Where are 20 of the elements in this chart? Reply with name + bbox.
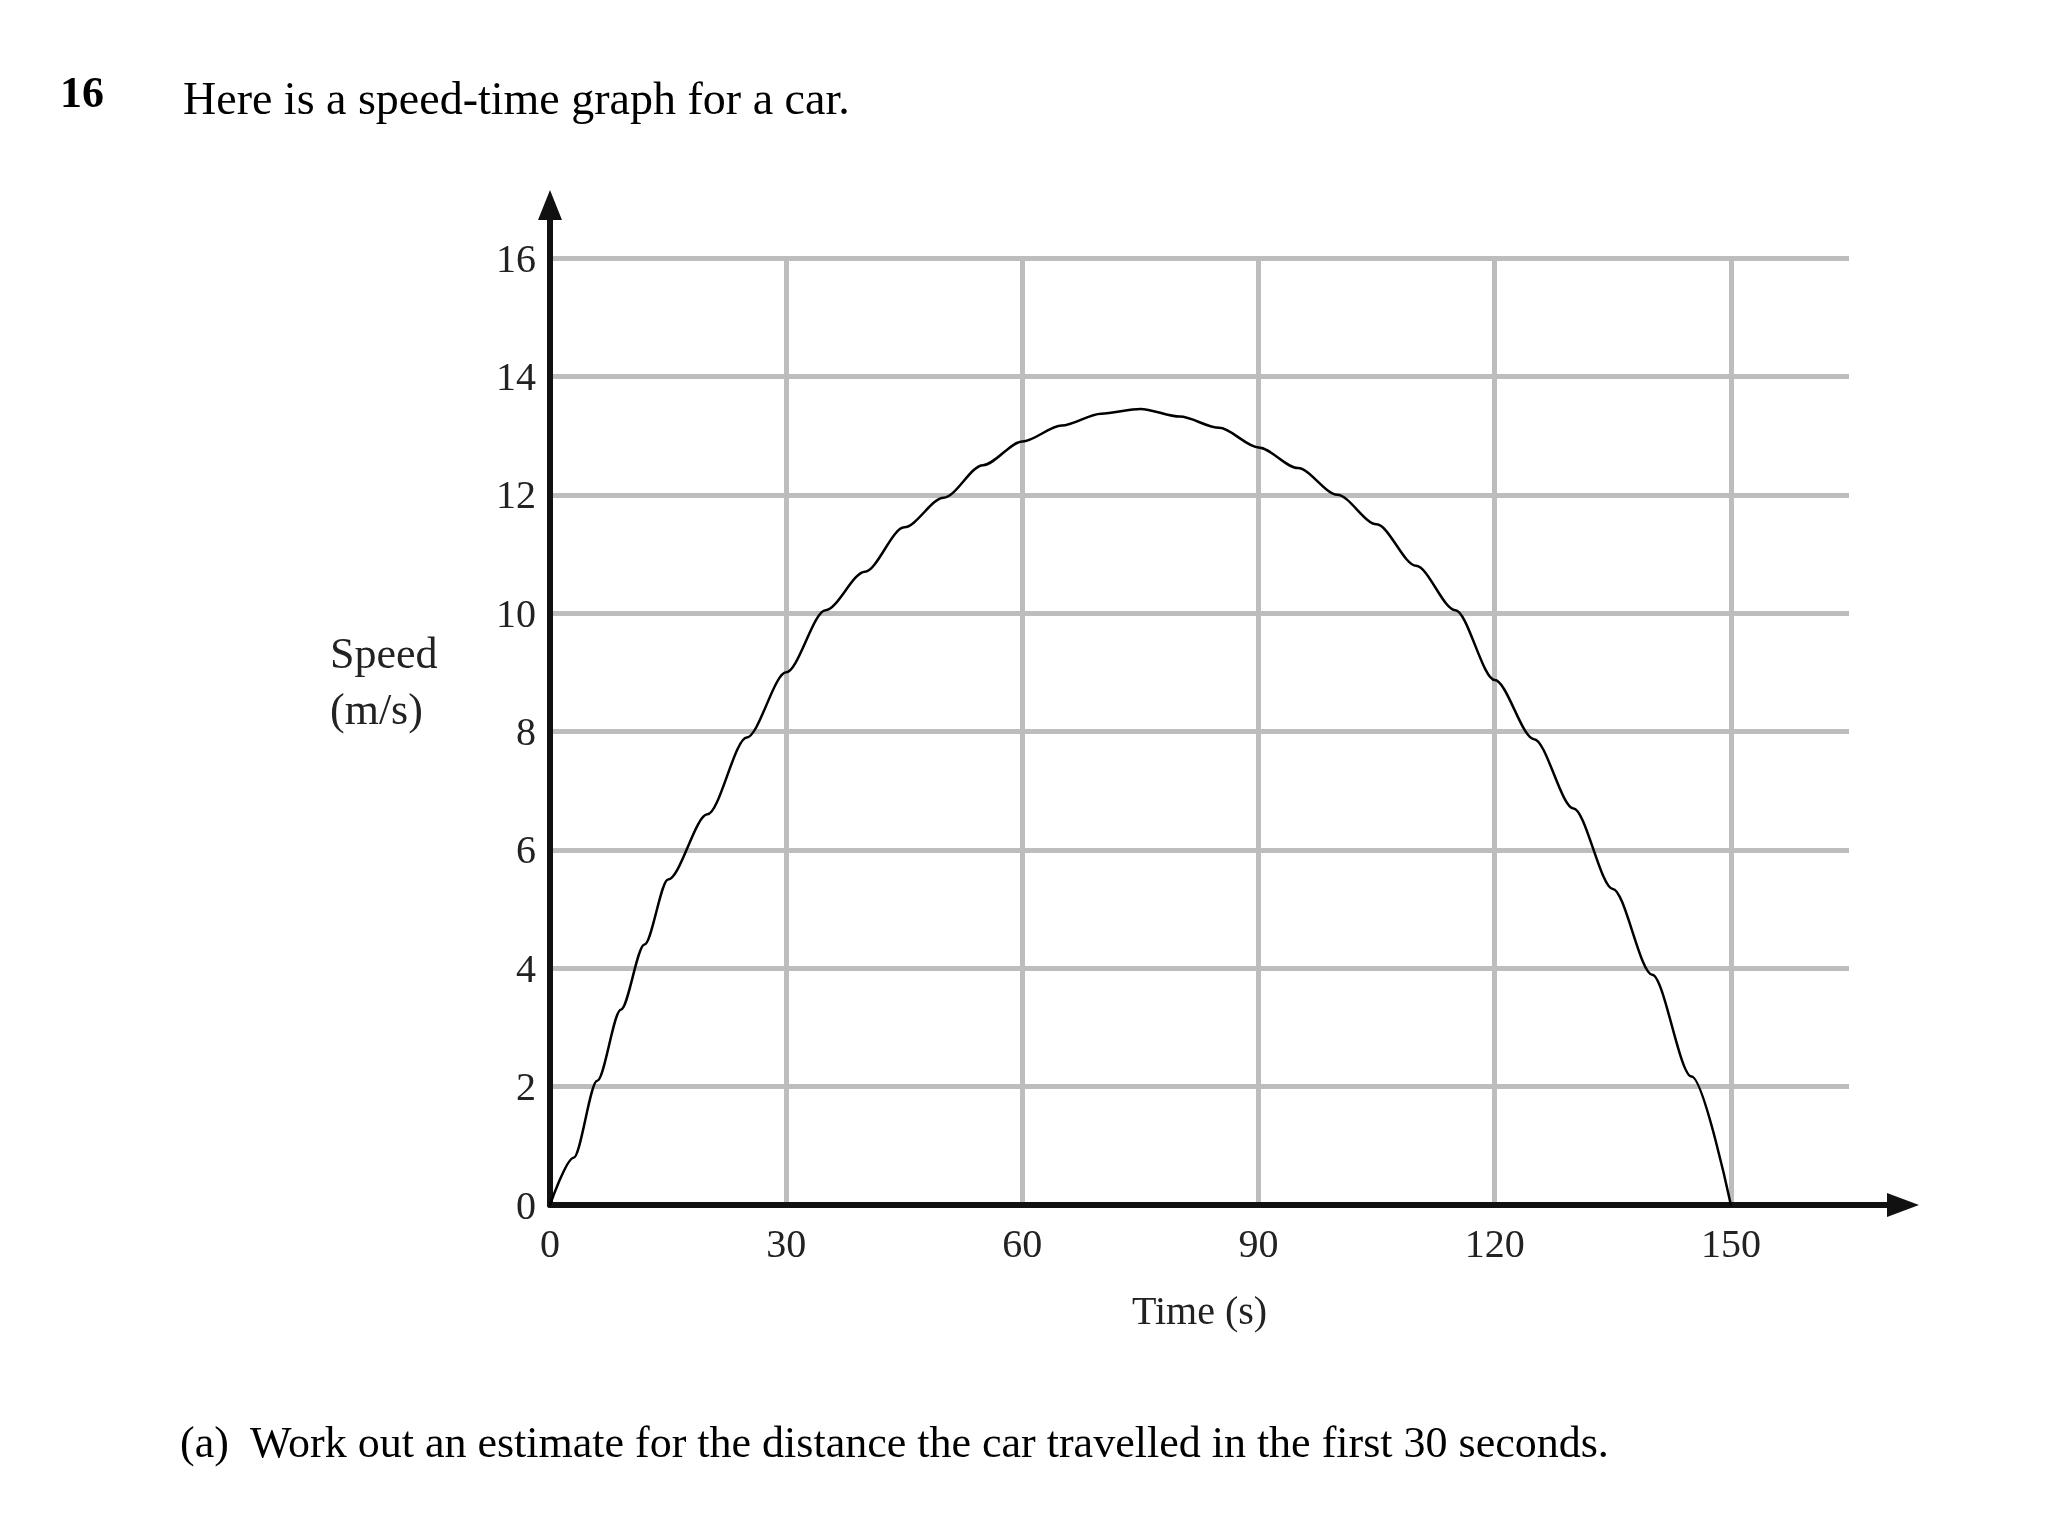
x-tick-label: 150 xyxy=(1700,1220,1761,1266)
text: (a) Work out an estimate for the distance the car travelled in the first 30 seconds. xyxy=(180,1417,1609,1467)
x-tick-label: 30 xyxy=(766,1220,807,1266)
y-tick-label: 8 xyxy=(516,709,536,754)
x-tick-label: 90 xyxy=(1238,1220,1279,1266)
text: 16 xyxy=(60,67,104,117)
line-series xyxy=(548,407,1733,1207)
y-tick-label: 4 xyxy=(516,945,536,991)
y-axis-title: Speed (m/s) xyxy=(330,628,438,734)
y-tick-label: 10 xyxy=(496,590,536,636)
y-tick-label: 16 xyxy=(496,235,536,281)
y-tick-label: 2 xyxy=(516,1064,536,1110)
y-tick-label: 12 xyxy=(496,472,536,518)
chart-title: Here is a speed-time graph for a car. xyxy=(183,72,850,124)
y-tick-label: 0 xyxy=(516,1182,536,1228)
x-tick-label: 120 xyxy=(1464,1220,1525,1266)
x-tick-label: 60 xyxy=(1002,1220,1043,1266)
y-tick-label: 14 xyxy=(496,353,536,399)
y-tick-label: 6 xyxy=(516,827,536,873)
x-axis-title: Time (s) xyxy=(1131,1287,1268,1333)
